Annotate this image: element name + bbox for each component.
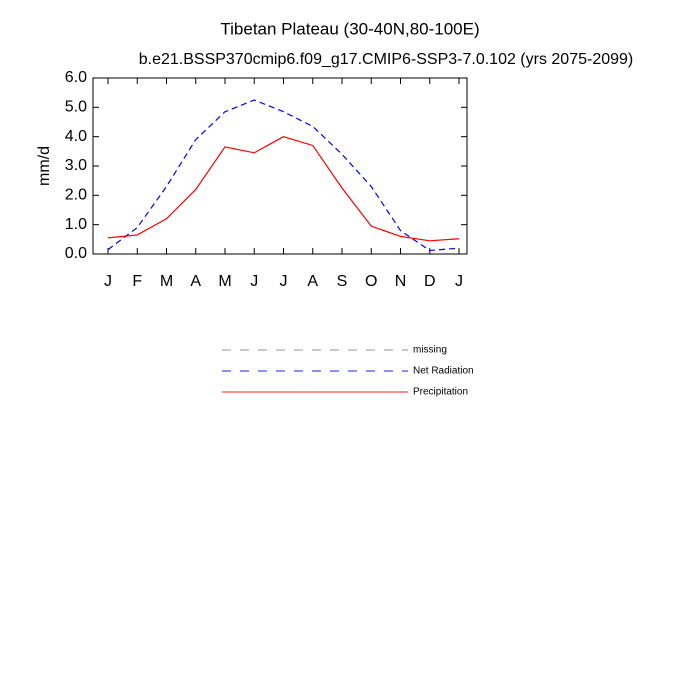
data-line: [107, 136, 460, 242]
x-tick-label: D: [424, 273, 436, 290]
chart-subtitle: b.e21.BSSP370cmip6.f09_g17.CMIP6-SSP3-7.…: [139, 51, 634, 68]
x-tick-label: N: [395, 273, 407, 290]
y-tick-label: 4.0: [65, 128, 87, 145]
x-tick-label: J: [250, 273, 258, 290]
y-tick-label: 6.0: [65, 69, 87, 86]
x-tick-label: O: [365, 273, 377, 290]
x-tick-label: A: [190, 273, 201, 290]
y-tick-label: 2.0: [65, 187, 87, 204]
y-tick-label: 3.0: [65, 157, 87, 174]
x-tick-label: A: [307, 273, 318, 290]
legend-label: missing: [413, 345, 447, 356]
chart-title: Tibetan Plateau (30-40N,80-100E): [220, 19, 479, 38]
legend-label: Net Radiation: [413, 366, 474, 377]
x-tick-label: M: [160, 273, 173, 290]
x-tick-label: S: [337, 273, 348, 290]
x-tick-label: J: [280, 273, 288, 290]
y-tick-label: 5.0: [65, 99, 87, 116]
data-line: [107, 99, 460, 252]
x-tick-label: J: [455, 273, 463, 290]
y-tick-label: 0.0: [65, 245, 87, 262]
y-tick-label: 1.0: [65, 216, 87, 233]
y-axis-label: mm/d: [36, 146, 53, 186]
x-tick-label: F: [132, 273, 142, 290]
x-tick-label: M: [218, 273, 231, 290]
x-tick-label: J: [104, 273, 112, 290]
legend-label: Precipitation: [413, 387, 468, 398]
